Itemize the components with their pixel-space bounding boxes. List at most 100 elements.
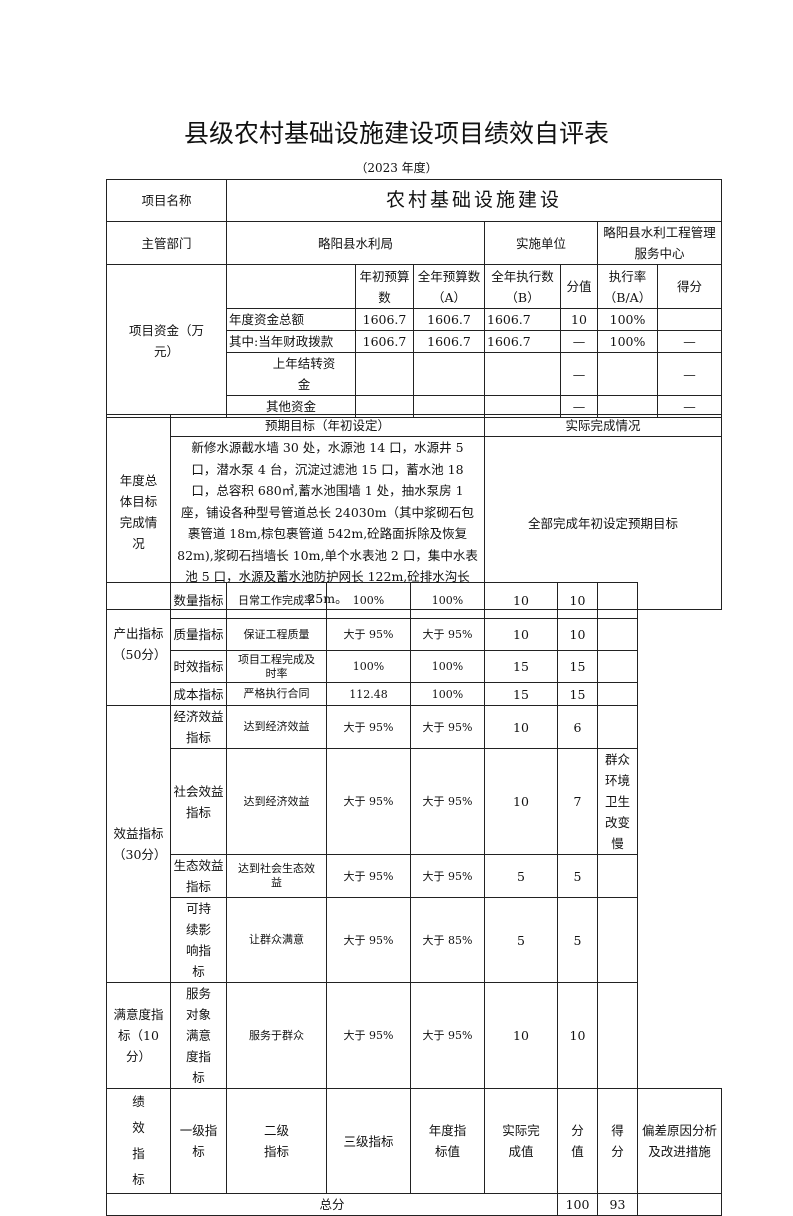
perf-actual: 大于 85% [410, 897, 485, 983]
perf-header: 一级指标 [170, 1088, 227, 1194]
fund-budget: 1606.7 [413, 308, 485, 331]
perf-header: 实际完成值 [484, 1088, 558, 1194]
performance-row: 社会效益指标 达到经济效益 大于 95% 大于 95% 10 7 群众环境卫生改变慢 [107, 748, 722, 855]
fund-exec: 1606.7 [484, 308, 561, 331]
perf-header: 年度指标值 [410, 1088, 485, 1194]
expected-header: 预期目标（年初设定） [170, 414, 485, 437]
perf-l3: 达到社会生态效益 [226, 854, 327, 898]
perf-reason [597, 650, 638, 683]
performance-row: 时效指标 项目工程完成及时率 100% 100% 15 15 [107, 650, 722, 683]
fund-init [355, 352, 414, 396]
perf-reason [597, 582, 638, 619]
goals-table: 年度总体目标完成情况 预期目标（年初设定） 实际完成情况 新修水源截水墙 30 处，… [106, 414, 722, 610]
total-label: 总分 [106, 1193, 558, 1216]
fund-score-value: — [560, 352, 598, 396]
goals-label: 年度总体目标完成情况 [106, 414, 171, 610]
perf-actual: 大于 95% [410, 982, 485, 1089]
perf-l3: 保证工程质量 [226, 618, 327, 651]
perf-l3: 严格执行合同 [226, 682, 327, 706]
actual-header: 实际完成情况 [484, 414, 722, 437]
perf-target: 大于 95% [326, 618, 411, 651]
performance-row: 质量指标 保证工程质量 大于 95% 大于 95% 10 10 [107, 618, 722, 651]
unit-label: 实施单位 [484, 221, 598, 265]
perf-actual: 100% [410, 650, 485, 683]
actual-completion-text: 全部完成年初设定预期目标 [484, 436, 722, 610]
page-title: 县级农村基础设施建设项目绩效自评表 [183, 119, 609, 148]
perf-l3: 服务于群众 [226, 982, 327, 1089]
fund-init: 1606.7 [355, 330, 414, 353]
fund-score [657, 308, 722, 331]
performance-row: 成本指标 严格执行合同 112.48 100% 15 15 [107, 682, 722, 706]
fund-rate [597, 352, 658, 396]
perf-reason [597, 705, 638, 749]
performance-row: 满意度指标（10分） 服务对象满意度指标 服务于群众 大于 95% 大于 95% 10 10 [106, 982, 722, 1089]
funds-label: 项目资金（万元） [106, 264, 227, 418]
project-info-table: 项目名称 农村基础设施建设 主管部门 略阳县水利局 实施单位 略阳县水利工程管理服务中心 [106, 179, 723, 265]
perf-value: 10 [484, 582, 558, 619]
perf-score: 10 [557, 982, 598, 1089]
funds-row: 其中:当年财政拨款 1606.7 1606.7 1606.7—100% — [107, 330, 722, 353]
dept-label: 主管部门 [106, 221, 227, 265]
perf-score: 10 [557, 618, 598, 651]
perf-value: 10 [484, 618, 558, 651]
perf-reason [597, 982, 638, 1089]
perf-target: 大于 95% [326, 982, 411, 1089]
perf-score: 15 [557, 650, 598, 683]
perf-actual: 大于 95% [410, 705, 485, 749]
funds-header: 年初预算数 [355, 264, 414, 309]
fund-rate: 100% [597, 308, 658, 331]
perf-target: 大于 95% [326, 705, 411, 749]
performance-table: 产出指标（50分） 数量指标 日常工作完成率 100% 100% 10 10 质量指标 保证工程… [106, 582, 722, 1216]
fund-init: 1606.7 [355, 308, 414, 331]
perf-target: 100% [326, 650, 411, 683]
perf-l3: 项目工程完成及时率 [226, 650, 327, 683]
page-subtitle: （2023 年度） [355, 161, 438, 175]
funds-row: 其他资金 — — [107, 395, 722, 418]
performance-row: 可持续影响指标 让群众满意 大于 95% 大于 85% 5 5 [107, 897, 722, 983]
perf-l2: 质量指标 [170, 618, 227, 651]
perf-target: 大于 95% [326, 897, 411, 983]
perf-header: 三级指标 [326, 1088, 411, 1194]
fund-budget [413, 352, 485, 396]
dept-value: 略阳县水利局 [226, 221, 485, 265]
funds-header: 分值 [560, 264, 598, 309]
perf-l3: 达到经济效益 [226, 748, 327, 855]
perf-score: 10 [557, 582, 598, 619]
perf-value: 10 [484, 748, 558, 855]
perf-score: 5 [557, 897, 598, 983]
perf-l2: 成本指标 [170, 682, 227, 706]
perf-reason [597, 682, 638, 706]
perf-l2: 社会效益指标 [170, 748, 227, 855]
perf-l2: 服务对象满意度指标 [170, 982, 227, 1089]
performance-row: 生态效益指标 达到社会生态效益 大于 95% 大于 95% 5 5 [107, 854, 722, 898]
perf-score: 7 [557, 748, 598, 855]
perf-l2: 生态效益指标 [170, 854, 227, 898]
perf-header: 偏差原因分析及改进措施 [637, 1088, 722, 1194]
fund-score-value: 10 [560, 308, 598, 331]
perf-l2: 时效指标 [170, 650, 227, 683]
perf-l2: 数量指标 [170, 582, 227, 619]
perf-actual: 大于 95% [410, 854, 485, 898]
document-page: 县级农村基础设施建设项目绩效自评表 （2023 年度） 项目名称 农村基础设施建设… [106, 119, 723, 1216]
fund-name: 其中:当年财政拨款 [226, 330, 356, 353]
perf-l3: 让群众满意 [226, 897, 327, 983]
funds-row: 上年结转资金 — — [107, 352, 722, 396]
fund-rate: 100% [597, 330, 658, 353]
fund-score: — [657, 352, 722, 396]
perf-l2: 经济效益指标 [170, 705, 227, 749]
perf-l2: 可持续影响指标 [170, 897, 227, 983]
project-name-label: 项目名称 [106, 179, 227, 222]
perf-actual: 100% [410, 682, 485, 706]
performance-label: 绩效指标 [106, 1088, 171, 1194]
perf-reason [597, 618, 638, 651]
perf-header: 得分 [597, 1088, 638, 1194]
fund-score: — [657, 330, 722, 353]
fund-exec: 1606.7 [484, 330, 561, 353]
perf-actual: 大于 95% [410, 748, 485, 855]
total-score: 93 [597, 1193, 638, 1216]
fund-name: 上年结转资金 [226, 352, 356, 396]
perf-value: 15 [484, 682, 558, 706]
perf-l3: 达到经济效益 [226, 705, 327, 749]
perf-header: 分值 [557, 1088, 598, 1194]
perf-actual: 100% [410, 582, 485, 619]
